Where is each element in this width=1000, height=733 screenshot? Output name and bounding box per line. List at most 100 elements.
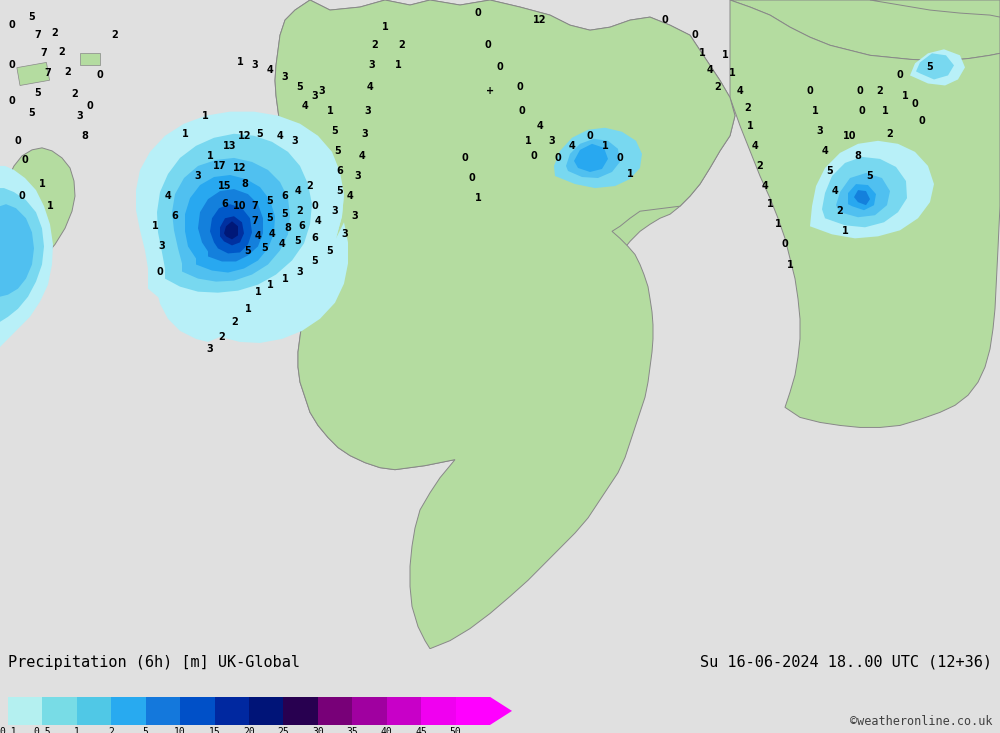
Text: 5: 5 xyxy=(867,171,873,181)
Text: 3: 3 xyxy=(292,136,298,146)
Polygon shape xyxy=(210,205,252,254)
Text: 5: 5 xyxy=(312,257,318,267)
Polygon shape xyxy=(185,175,275,273)
Text: 0: 0 xyxy=(9,95,15,106)
Bar xyxy=(77,697,111,725)
Text: 1: 1 xyxy=(699,48,705,59)
Text: 3: 3 xyxy=(252,60,258,70)
Text: 1: 1 xyxy=(475,193,481,203)
Text: 4: 4 xyxy=(295,186,301,196)
Text: 0: 0 xyxy=(662,15,668,25)
Text: 3: 3 xyxy=(282,73,288,82)
Polygon shape xyxy=(554,128,642,188)
Text: 4: 4 xyxy=(255,232,261,241)
Text: 0: 0 xyxy=(9,20,15,30)
Text: 3: 3 xyxy=(207,344,213,354)
Text: 3: 3 xyxy=(817,126,823,136)
Text: Precipitation (6h) [m] UK-Global: Precipitation (6h) [m] UK-Global xyxy=(8,655,300,670)
Text: 12: 12 xyxy=(233,163,247,173)
Text: 4: 4 xyxy=(832,186,838,196)
Text: 2: 2 xyxy=(877,86,883,95)
Text: 3: 3 xyxy=(195,171,201,181)
Text: 0: 0 xyxy=(919,116,925,125)
Text: 2: 2 xyxy=(399,40,405,51)
Text: 7: 7 xyxy=(252,216,258,226)
Text: 1: 1 xyxy=(747,121,753,130)
Text: 3: 3 xyxy=(159,241,165,251)
Text: 1: 1 xyxy=(245,303,251,314)
Bar xyxy=(180,697,215,725)
Polygon shape xyxy=(574,144,608,172)
Text: 0: 0 xyxy=(87,100,93,111)
Text: 8: 8 xyxy=(82,130,88,141)
Bar xyxy=(215,697,249,725)
Text: 1: 1 xyxy=(722,51,728,60)
Text: ©weatheronline.co.uk: ©weatheronline.co.uk xyxy=(850,715,992,728)
Bar xyxy=(283,697,318,725)
Polygon shape xyxy=(848,184,876,210)
Text: 0: 0 xyxy=(312,201,318,211)
Text: 0: 0 xyxy=(531,151,537,161)
Polygon shape xyxy=(155,194,348,343)
Text: 4: 4 xyxy=(367,83,373,92)
Text: 0: 0 xyxy=(15,136,21,146)
Text: 3: 3 xyxy=(332,206,338,216)
Text: 0: 0 xyxy=(9,60,15,70)
Bar xyxy=(8,697,42,725)
Bar xyxy=(111,697,146,725)
Text: 3: 3 xyxy=(352,211,358,221)
Text: 6: 6 xyxy=(337,166,343,176)
Text: Su 16-06-2024 18..00 UTC (12+36): Su 16-06-2024 18..00 UTC (12+36) xyxy=(700,655,992,670)
Text: 4: 4 xyxy=(537,121,543,130)
Text: 0: 0 xyxy=(22,155,28,165)
Text: 5: 5 xyxy=(267,213,273,224)
Text: 4: 4 xyxy=(302,100,308,111)
Text: 15: 15 xyxy=(209,727,220,733)
Text: 15: 15 xyxy=(218,181,232,191)
Text: 1: 1 xyxy=(902,91,908,100)
Text: 1: 1 xyxy=(842,226,848,236)
Text: 1: 1 xyxy=(729,68,735,78)
Text: 1: 1 xyxy=(627,169,633,179)
Polygon shape xyxy=(836,173,890,217)
Text: 1: 1 xyxy=(39,179,45,189)
Text: 7: 7 xyxy=(35,30,41,40)
Text: 3: 3 xyxy=(342,229,348,240)
Polygon shape xyxy=(910,49,965,86)
Text: 5: 5 xyxy=(143,727,149,733)
Text: 4: 4 xyxy=(267,65,273,75)
Text: 1: 1 xyxy=(47,201,53,211)
Text: 2: 2 xyxy=(307,181,313,191)
Text: 0: 0 xyxy=(497,62,503,73)
Text: 0: 0 xyxy=(897,70,903,81)
Text: 5: 5 xyxy=(337,186,343,196)
Polygon shape xyxy=(136,111,344,309)
Text: 0: 0 xyxy=(517,83,523,92)
Polygon shape xyxy=(0,166,53,347)
Text: 3: 3 xyxy=(312,91,318,100)
Text: 5: 5 xyxy=(35,87,41,97)
Text: 1: 1 xyxy=(767,199,773,209)
Text: 0: 0 xyxy=(692,30,698,40)
Polygon shape xyxy=(5,148,75,257)
Text: 1: 1 xyxy=(237,57,243,67)
Text: 4: 4 xyxy=(707,65,713,75)
Text: 4: 4 xyxy=(315,216,321,226)
Text: 10: 10 xyxy=(233,201,247,211)
Text: 6: 6 xyxy=(282,191,288,201)
Text: 4: 4 xyxy=(737,86,743,95)
Text: 1: 1 xyxy=(282,273,288,284)
Text: 1: 1 xyxy=(395,60,401,70)
Text: 1: 1 xyxy=(255,287,261,297)
Polygon shape xyxy=(157,133,312,292)
Text: 5: 5 xyxy=(282,209,288,219)
Text: 3: 3 xyxy=(369,60,375,70)
Text: 5: 5 xyxy=(267,196,273,206)
Text: 1: 1 xyxy=(327,106,333,116)
Text: 2: 2 xyxy=(837,206,843,216)
Text: 1: 1 xyxy=(882,106,888,116)
Bar xyxy=(352,697,387,725)
Text: 0: 0 xyxy=(485,40,491,51)
Polygon shape xyxy=(490,697,512,725)
Polygon shape xyxy=(0,188,44,322)
